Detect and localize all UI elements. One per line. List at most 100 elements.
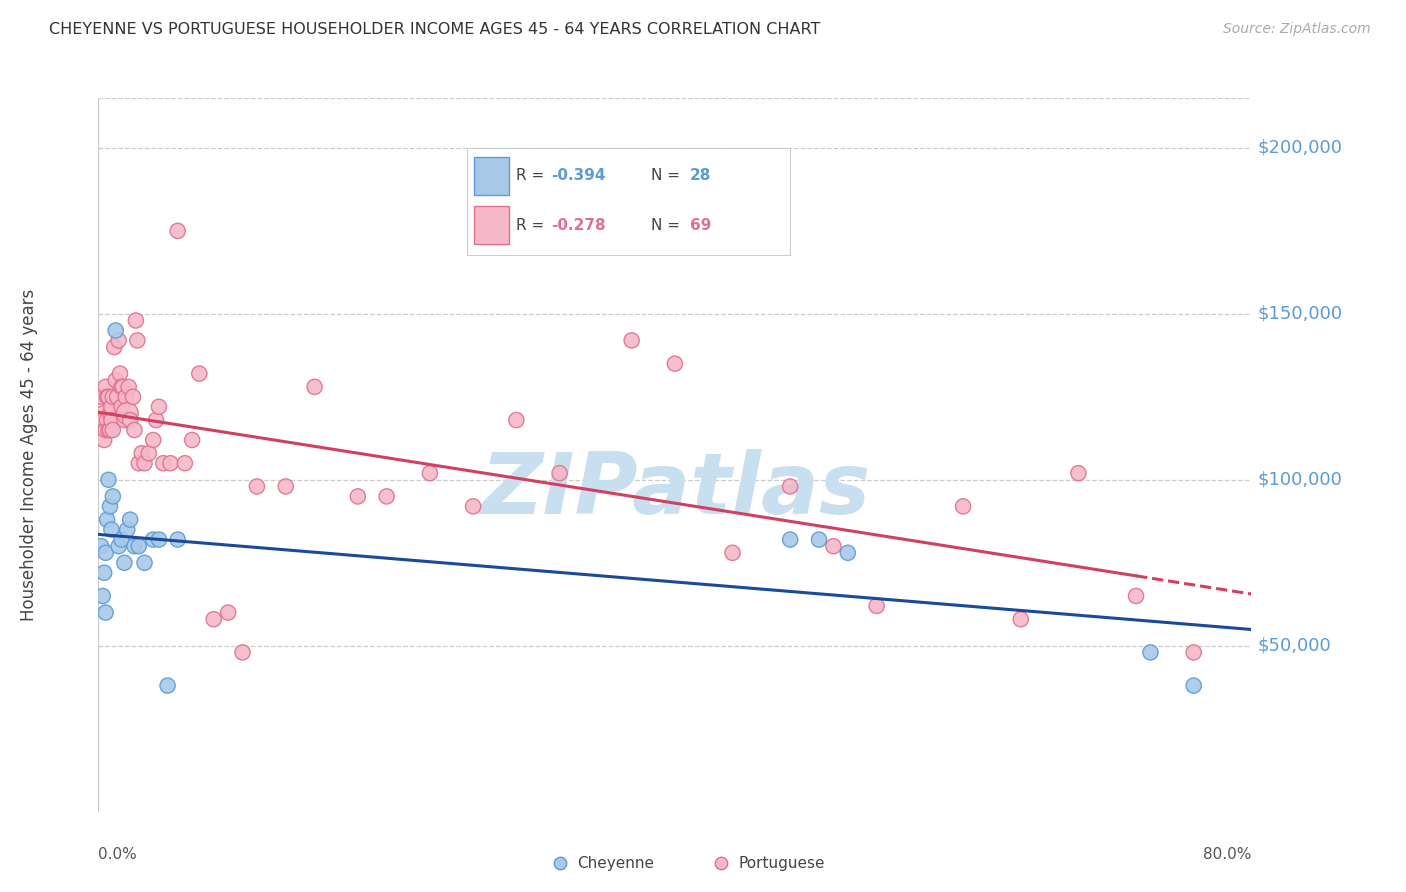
Point — [231, 645, 254, 659]
Point — [110, 380, 132, 394]
Point — [166, 224, 188, 238]
Point — [375, 490, 398, 504]
Text: R =: R = — [516, 169, 548, 184]
Point — [217, 606, 239, 620]
Point — [128, 539, 150, 553]
Point — [114, 390, 136, 404]
Point — [101, 490, 124, 504]
Point — [94, 546, 117, 560]
Text: R =: R = — [516, 218, 548, 233]
Point — [134, 556, 156, 570]
Point — [112, 413, 135, 427]
Text: Householder Income Ages 45 - 64 years: Householder Income Ages 45 - 64 years — [20, 289, 38, 621]
Point — [110, 400, 132, 414]
Point — [304, 380, 326, 394]
Text: N =: N = — [651, 218, 685, 233]
Point — [274, 479, 297, 493]
Bar — [474, 206, 509, 244]
Text: ZIPatlas: ZIPatlas — [479, 449, 870, 533]
Point — [108, 367, 131, 381]
Point — [837, 546, 859, 560]
Point — [125, 313, 148, 327]
Point — [952, 500, 974, 514]
Point — [1010, 612, 1032, 626]
Point — [779, 533, 801, 547]
Point — [127, 334, 149, 348]
Point — [346, 490, 368, 504]
Text: 69: 69 — [690, 218, 711, 233]
Point — [145, 413, 167, 427]
Point — [120, 413, 142, 427]
Point — [107, 539, 129, 553]
Point — [1125, 589, 1147, 603]
Point — [120, 513, 142, 527]
Point — [548, 466, 571, 480]
Point — [188, 367, 211, 381]
Text: $50,000: $50,000 — [1257, 637, 1331, 655]
Point — [93, 433, 115, 447]
Point — [142, 533, 165, 547]
Text: Portuguese: Portuguese — [738, 855, 825, 871]
Point — [90, 539, 112, 553]
Point — [101, 390, 124, 404]
Point — [134, 456, 156, 470]
Point — [124, 423, 146, 437]
Point — [148, 533, 170, 547]
Point — [620, 334, 643, 348]
Point — [97, 390, 120, 404]
Point — [148, 400, 170, 414]
Point — [96, 390, 118, 404]
Point — [117, 523, 138, 537]
Point — [156, 679, 179, 693]
Point — [98, 406, 121, 420]
Point — [124, 539, 146, 553]
Point — [100, 400, 122, 414]
Point — [110, 533, 132, 547]
Point — [181, 433, 204, 447]
Text: -0.278: -0.278 — [551, 218, 606, 233]
Point — [96, 413, 118, 427]
Point — [131, 446, 153, 460]
Point — [98, 500, 121, 514]
Bar — [474, 157, 509, 195]
Text: $150,000: $150,000 — [1257, 305, 1343, 323]
Point — [103, 340, 125, 354]
Point — [118, 380, 141, 394]
Point — [94, 606, 117, 620]
Point — [94, 380, 117, 394]
Point — [128, 456, 150, 470]
Point — [721, 546, 744, 560]
Text: $200,000: $200,000 — [1257, 139, 1343, 157]
Point — [202, 612, 225, 626]
Point — [779, 479, 801, 493]
Point — [174, 456, 197, 470]
Point — [866, 599, 889, 613]
Text: N =: N = — [651, 169, 685, 184]
Point — [823, 539, 845, 553]
Point — [138, 446, 160, 460]
Point — [93, 413, 115, 427]
Point — [142, 433, 165, 447]
Point — [105, 390, 128, 404]
Text: 80.0%: 80.0% — [1204, 847, 1251, 863]
Point — [97, 473, 120, 487]
Point — [112, 556, 135, 570]
Text: 0.0%: 0.0% — [98, 847, 138, 863]
Point — [1067, 466, 1090, 480]
Point — [664, 805, 686, 819]
Point — [104, 323, 127, 337]
Point — [97, 423, 120, 437]
Point — [96, 513, 118, 527]
Point — [419, 466, 441, 480]
Text: -0.394: -0.394 — [551, 169, 606, 184]
Point — [807, 533, 830, 547]
Point — [1139, 645, 1161, 659]
Point — [159, 456, 181, 470]
Point — [91, 406, 114, 420]
Point — [461, 500, 484, 514]
Point — [100, 413, 122, 427]
Text: Source: ZipAtlas.com: Source: ZipAtlas.com — [1223, 22, 1371, 37]
Point — [90, 390, 112, 404]
Text: 28: 28 — [690, 169, 711, 184]
Text: Cheyenne: Cheyenne — [576, 855, 654, 871]
